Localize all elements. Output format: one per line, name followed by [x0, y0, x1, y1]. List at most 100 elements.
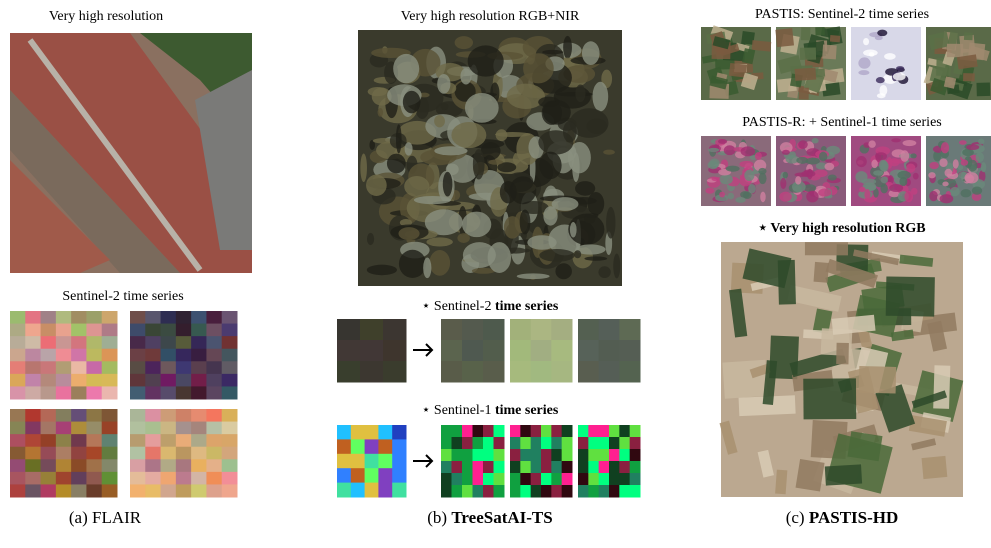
- pixel: [191, 409, 207, 423]
- caption: (a) FLAIR: [69, 508, 142, 527]
- pixel: [221, 459, 238, 473]
- texture: [804, 242, 849, 256]
- pixel: [160, 373, 177, 387]
- texture: [402, 90, 421, 114]
- texture: [863, 37, 870, 46]
- image-tile: [510, 425, 573, 498]
- texture: [472, 149, 485, 180]
- texture: [398, 249, 427, 278]
- pixel: [40, 348, 57, 362]
- pixel: [578, 361, 600, 383]
- pixel: [145, 336, 162, 350]
- texture: [911, 390, 948, 409]
- pixel: [145, 484, 162, 498]
- texture: [488, 159, 504, 165]
- pixel: [206, 446, 223, 460]
- texture: [509, 176, 537, 205]
- pixel: [510, 361, 532, 383]
- texture: [467, 45, 504, 77]
- texture: [757, 449, 774, 478]
- texture: [852, 249, 900, 266]
- texture: [386, 153, 406, 174]
- pixel: [86, 311, 103, 325]
- pixel: [629, 485, 641, 498]
- pixel: [55, 336, 72, 350]
- pixel: [40, 323, 57, 337]
- pixel: [350, 482, 366, 498]
- pixel: [55, 471, 72, 485]
- pixel: [160, 311, 177, 325]
- texture: [855, 171, 868, 183]
- pixel: [145, 361, 162, 375]
- pixel: [520, 425, 532, 438]
- texture: [140, 33, 252, 140]
- pixel: [360, 340, 384, 362]
- texture: [377, 108, 384, 117]
- texture: [495, 132, 531, 137]
- pixel: [10, 361, 26, 375]
- texture: [754, 152, 762, 160]
- texture: [976, 82, 991, 97]
- texture: [440, 103, 449, 111]
- pixel: [160, 348, 177, 362]
- pixel: [551, 361, 573, 383]
- pixel: [364, 468, 379, 484]
- pixel: [71, 336, 87, 350]
- image: [851, 27, 921, 100]
- pixel: [55, 446, 72, 460]
- texture: [27, 38, 203, 272]
- texture: [575, 84, 586, 103]
- pixel: [221, 434, 238, 448]
- texture: [442, 171, 453, 197]
- pixel: [145, 459, 162, 473]
- pixel: [619, 461, 631, 474]
- texture: [487, 242, 512, 273]
- texture: [795, 176, 802, 185]
- pixel: [160, 471, 177, 485]
- texture: [871, 159, 878, 169]
- pixel: [130, 446, 146, 460]
- texture: [729, 288, 748, 338]
- texture: [719, 174, 733, 185]
- texture: [906, 163, 916, 173]
- texture: [366, 232, 375, 246]
- pixel: [55, 361, 72, 375]
- texture: [847, 431, 883, 462]
- texture: [360, 153, 367, 183]
- texture: [592, 81, 609, 112]
- pixel: [10, 459, 26, 473]
- pixel: [145, 434, 162, 448]
- texture: [719, 420, 738, 455]
- pixel: [337, 439, 352, 455]
- texture: [921, 455, 948, 480]
- pixel: [530, 361, 552, 383]
- pixel: [493, 461, 505, 474]
- pixel: [25, 361, 42, 375]
- pixel: [378, 425, 393, 440]
- pixel: [520, 473, 532, 486]
- pixel: [130, 434, 146, 448]
- texture: [429, 249, 451, 276]
- pixel: [441, 319, 463, 341]
- image: [923, 27, 991, 100]
- pixel: [86, 336, 103, 350]
- pixel: [25, 471, 42, 485]
- title-prefix: Sentinel-2: [434, 299, 492, 314]
- pixel: [160, 484, 177, 498]
- pixel: [629, 461, 641, 474]
- image: [775, 26, 846, 100]
- pixel: [10, 348, 26, 362]
- texture: [462, 242, 496, 269]
- texture: [413, 195, 452, 205]
- image: [701, 25, 772, 100]
- pixel: [40, 336, 57, 350]
- image: [719, 242, 964, 497]
- texture: [742, 191, 752, 199]
- pixel: [609, 449, 620, 462]
- pixel: [551, 437, 563, 450]
- texture: [933, 365, 951, 409]
- caption-name: FLAIR: [92, 508, 142, 527]
- pixel: [378, 468, 393, 484]
- texture: [927, 31, 950, 51]
- texture: [195, 70, 252, 250]
